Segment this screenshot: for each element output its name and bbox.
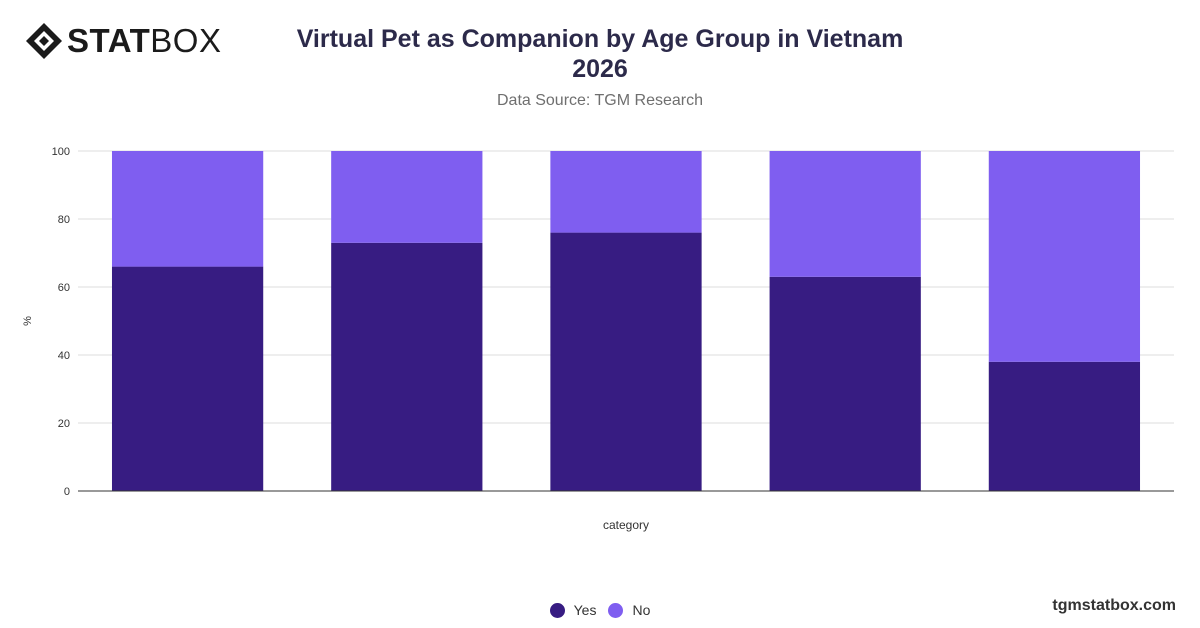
legend-label-yes: Yes — [573, 602, 597, 618]
y-tick-label: 100 — [52, 146, 70, 158]
bar-no-5[interactable] — [988, 151, 1141, 362]
bar-yes-3[interactable] — [550, 232, 702, 491]
chart-subtitle: Data Source: TGM Research — [496, 92, 703, 109]
logo-wordmark-light: BOX — [150, 22, 222, 59]
y-tick-label: 60 — [58, 282, 70, 294]
statbox-logo: STATBOX — [25, 22, 221, 60]
x-axis-title: category — [603, 518, 649, 532]
bar-no-3[interactable] — [550, 151, 702, 233]
chart-title: Virtual Pet as Companion by Age Group in… — [296, 25, 904, 83]
bar-yes-5[interactable] — [988, 361, 1141, 491]
logo-wordmark-bold: STAT — [67, 22, 151, 59]
y-tick-label: 80 — [58, 214, 70, 226]
footer-site-link[interactable]: tgmstatbox.com — [1052, 597, 1176, 614]
y-tick-label: 0 — [64, 486, 70, 498]
legend-item-no[interactable]: No — [608, 602, 650, 618]
y-axis-title: % — [22, 316, 34, 326]
chart-legend: Yes No — [0, 602, 1200, 618]
bar-yes-2[interactable] — [331, 242, 483, 491]
legend-swatch-yes — [549, 602, 565, 618]
bar-yes-1[interactable] — [111, 266, 264, 491]
diamond-logo-icon — [26, 23, 62, 59]
bar-no-4[interactable] — [769, 151, 921, 277]
logo-wordmark: STATBOX — [67, 23, 221, 59]
y-tick-label: 40 — [58, 350, 70, 362]
bar-no-1[interactable] — [111, 151, 264, 267]
bar-yes-4[interactable] — [769, 276, 921, 491]
legend-item-yes[interactable]: Yes — [549, 602, 597, 618]
legend-swatch-no — [608, 602, 624, 618]
bar-no-2[interactable] — [331, 151, 483, 243]
legend-label-no: No — [632, 602, 651, 618]
y-tick-label: 20 — [58, 418, 70, 430]
